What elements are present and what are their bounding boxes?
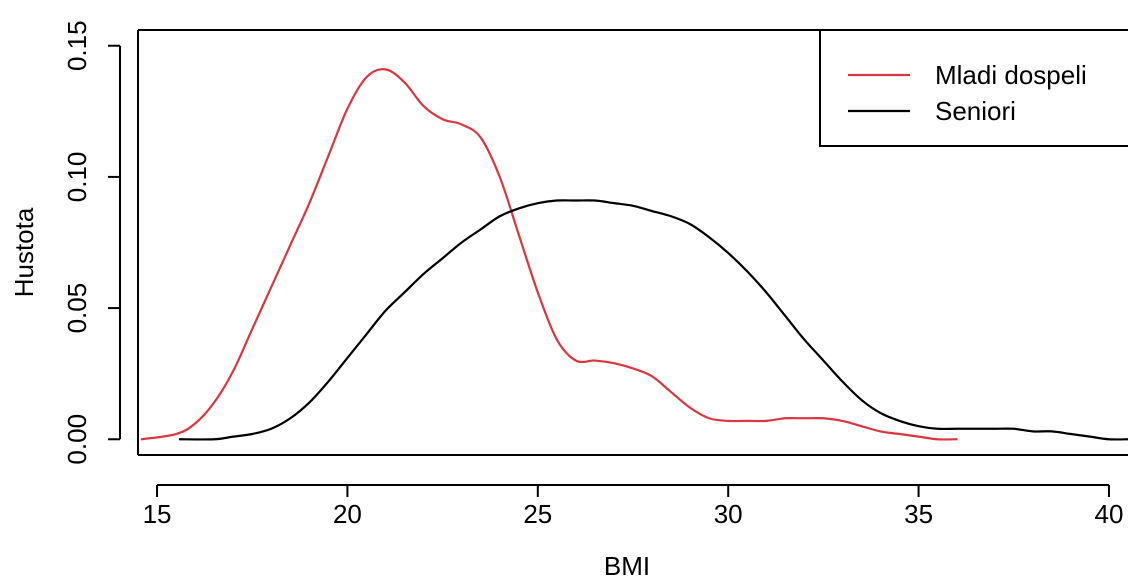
y-tick-label: 0.05	[62, 283, 92, 334]
x-tick-label: 15	[143, 499, 172, 529]
x-tick-label: 30	[714, 499, 743, 529]
series-line-seniori	[178, 199, 1128, 441]
y-tick-label: 0.00	[62, 414, 92, 465]
x-tick-label: 35	[904, 499, 933, 529]
x-tick-label: 40	[1095, 499, 1124, 529]
legend-box	[819, 29, 1128, 147]
x-axis-label: BMI	[604, 551, 650, 581]
axes-layer: 15 20 25 30 35 40 0.00 0.05 0.10 0.15	[62, 20, 1128, 529]
y-axis-label: Hustota	[9, 207, 39, 297]
legend-label-seniori: Seniori	[935, 96, 1016, 126]
series-layer	[140, 68, 1128, 441]
x-tick-label: 20	[333, 499, 362, 529]
legend: Mladi dospeli Seniori	[819, 29, 1128, 147]
y-tick-label: 0.15	[62, 20, 92, 71]
y-tick-label: 0.10	[62, 152, 92, 203]
series-line-mladi-dospeli	[140, 68, 958, 441]
x-tick-label: 25	[523, 499, 552, 529]
legend-label-mladi-dospeli: Mladi dospeli	[935, 60, 1087, 90]
